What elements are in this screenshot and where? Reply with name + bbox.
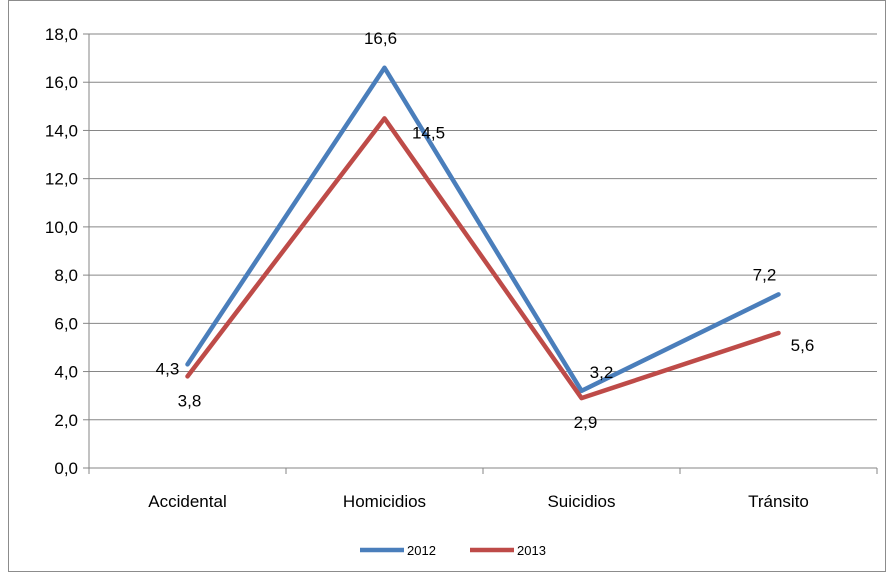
data-label: 3,2 <box>590 363 614 382</box>
chart-frame: 0,0 2,0 4,0 6,0 8,0 10,0 12,0 14,0 16,0 18,0 Acci… <box>8 0 886 572</box>
x-tick-label: Homicidios <box>343 492 426 511</box>
y-tick-label: 6,0 <box>54 314 78 333</box>
x-tick-label: Tránsito <box>748 492 809 511</box>
data-label: 5,6 <box>791 336 815 355</box>
data-label: 7,2 <box>753 265 777 284</box>
legend-label: 2013 <box>517 543 546 558</box>
y-axis-ticks: 0,0 2,0 4,0 6,0 8,0 10,0 12,0 14,0 16,0 18,0 <box>45 25 89 478</box>
y-tick-label: 12,0 <box>45 170 78 189</box>
series-line-2013 <box>185 116 781 401</box>
legend-label: 2012 <box>407 543 436 558</box>
series-lines <box>185 65 781 401</box>
y-tick-label: 10,0 <box>45 218 78 237</box>
series-line-2012 <box>185 65 781 394</box>
y-tick-label: 18,0 <box>45 25 78 44</box>
y-tick-label: 8,0 <box>54 266 78 285</box>
x-axis-ticks: Accidental Homicidios Suicidios Tránsito <box>88 468 878 511</box>
x-tick-label: Suicidios <box>547 492 615 511</box>
data-label: 4,3 <box>156 359 180 378</box>
axes <box>88 34 877 469</box>
y-tick-label: 0,0 <box>54 459 78 478</box>
line-chart: 0,0 2,0 4,0 6,0 8,0 10,0 12,0 14,0 16,0 18,0 Acci… <box>45 25 878 558</box>
y-tick-label: 16,0 <box>45 73 78 92</box>
data-labels: 4,3 16,6 3,2 7,2 3,8 14,5 2,9 5,6 <box>156 29 815 432</box>
data-label: 14,5 <box>412 123 445 142</box>
data-label: 2,9 <box>574 413 598 432</box>
y-tick-label: 4,0 <box>54 363 78 382</box>
y-tick-label: 14,0 <box>45 121 78 140</box>
data-label: 16,6 <box>364 29 397 48</box>
data-label: 3,8 <box>178 391 202 410</box>
y-tick-label: 2,0 <box>54 411 78 430</box>
legend: 2012 2013 <box>360 543 546 558</box>
x-tick-label: Accidental <box>148 492 226 511</box>
